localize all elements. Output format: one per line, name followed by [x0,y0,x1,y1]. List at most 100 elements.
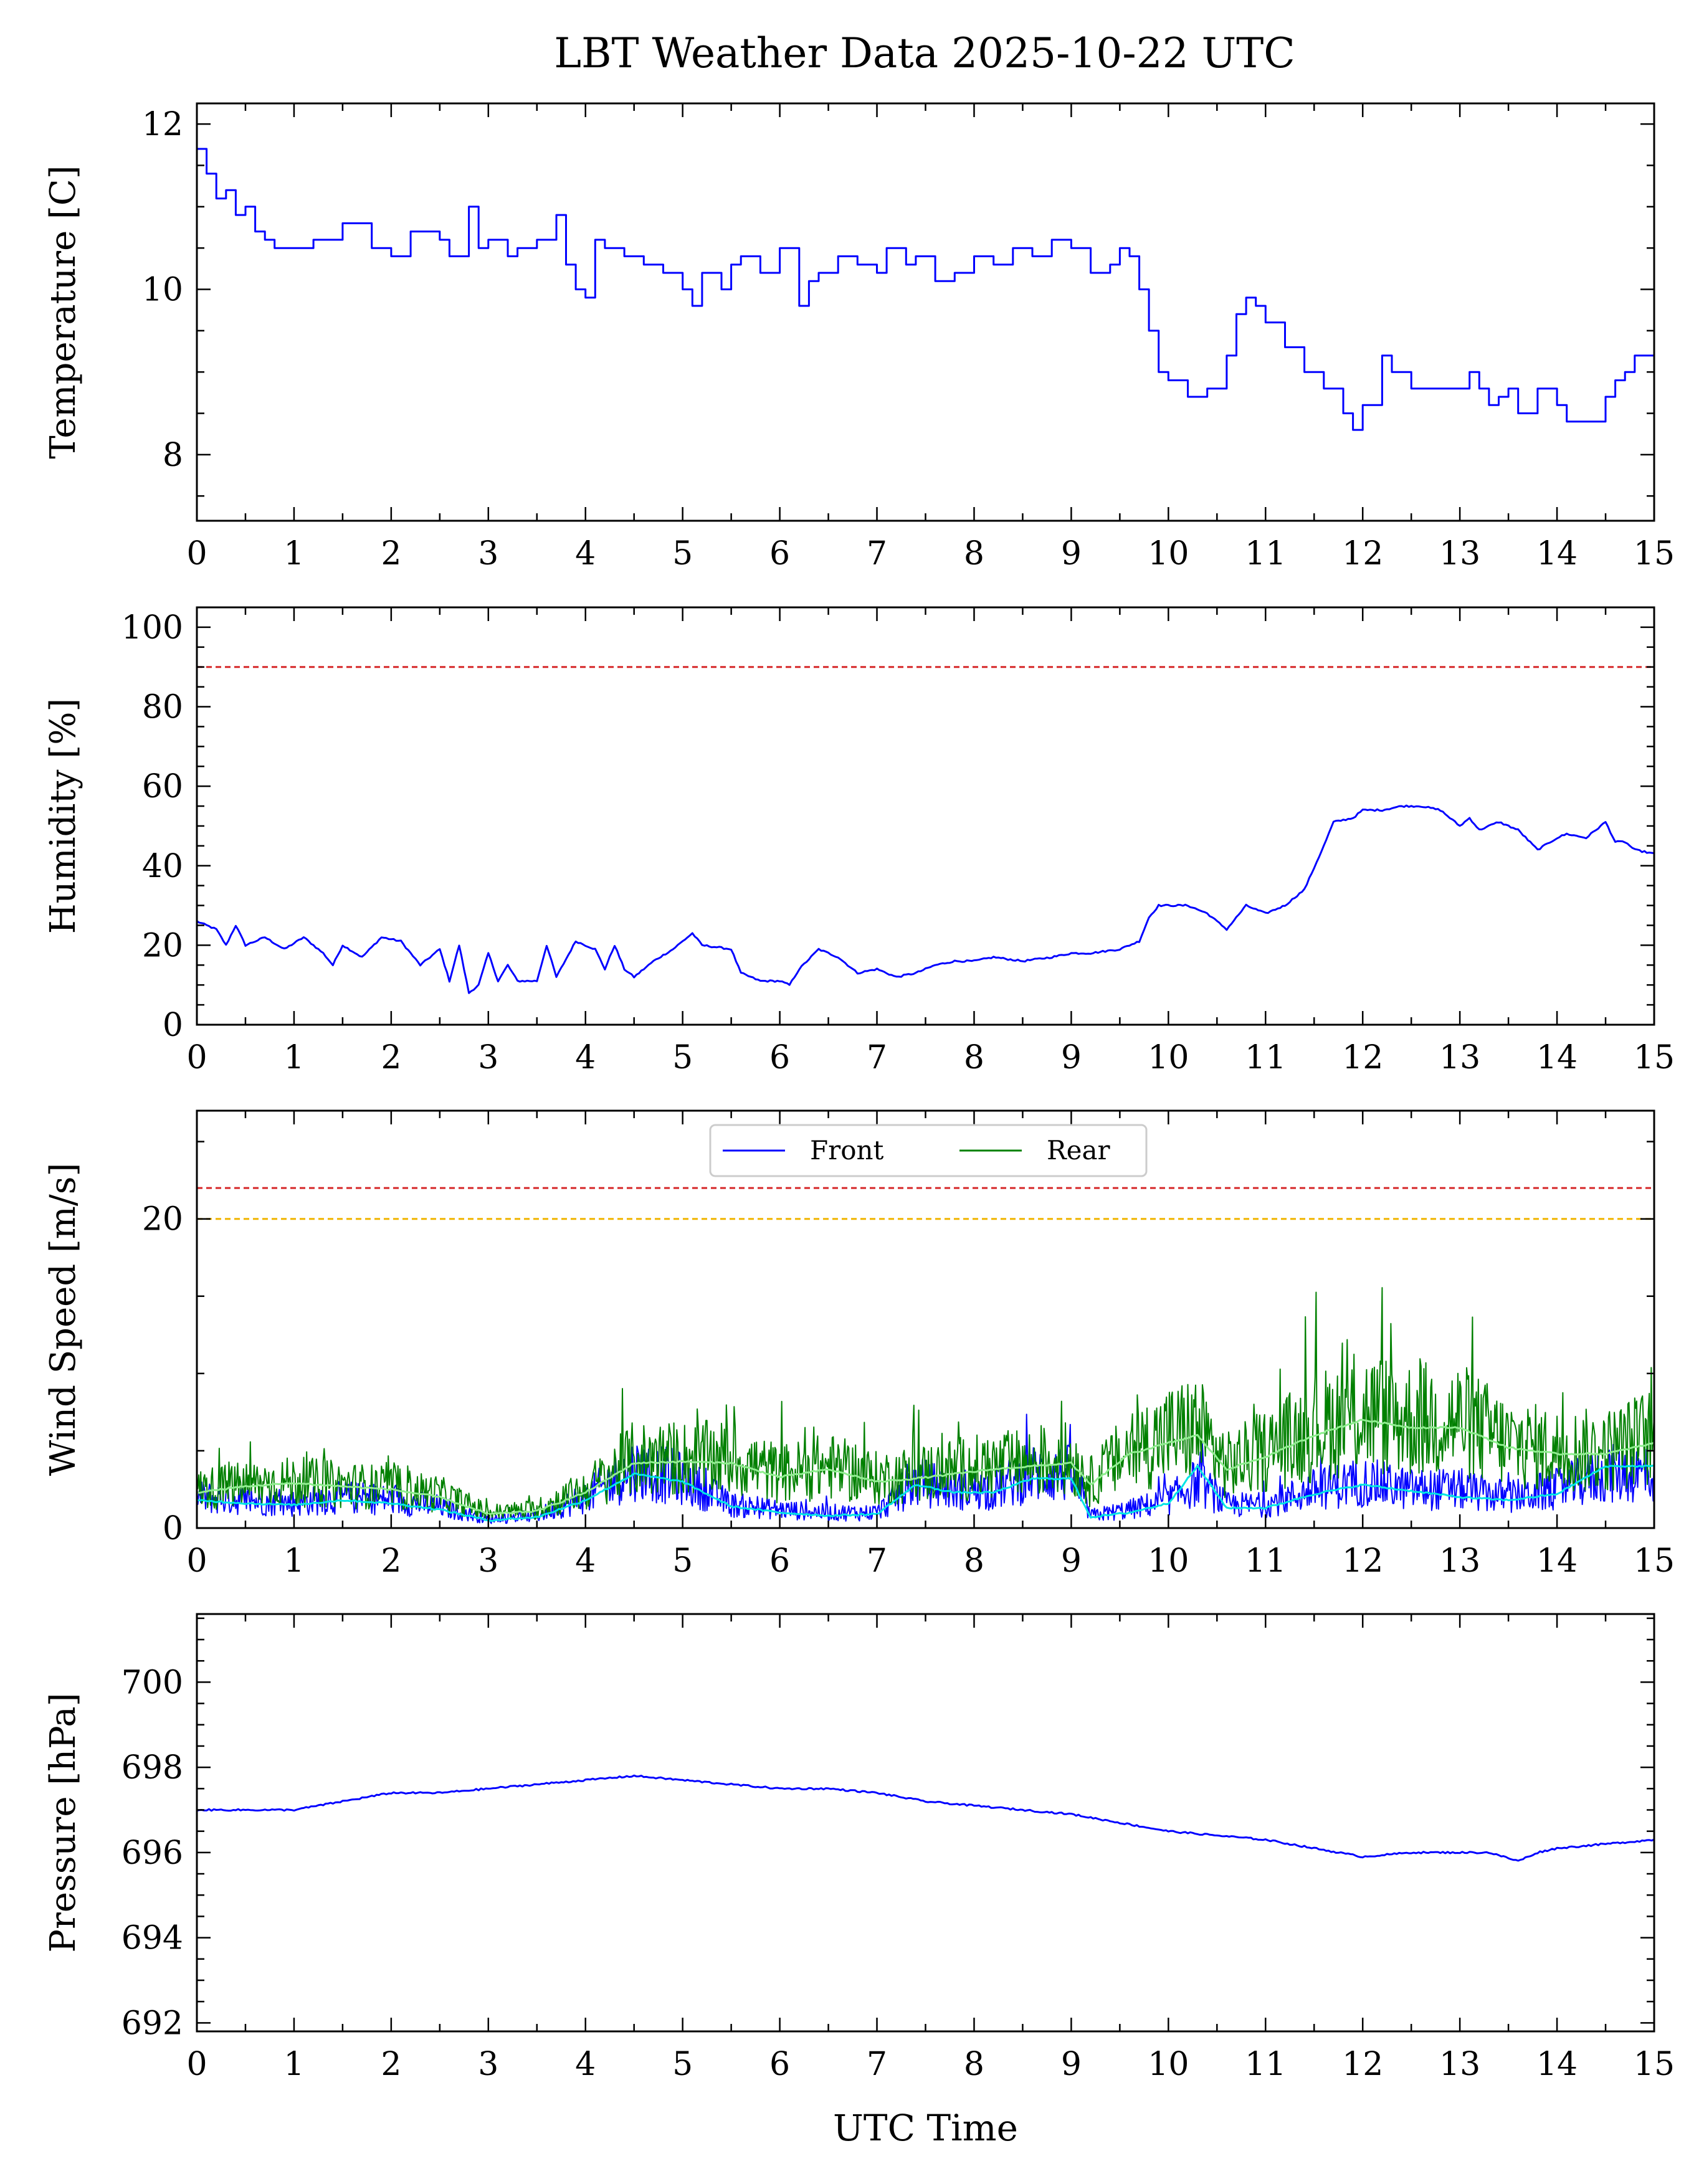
legend-label-rear: Rear [1047,1135,1111,1166]
pressure-xtick-label: 5 [672,2046,693,2083]
temperature-xtick-label: 7 [867,535,887,572]
wind_speed-xtick-label: 3 [478,1542,498,1580]
wind_speed-xtick-label: 5 [672,1542,693,1580]
pressure-xtick-label: 3 [478,2046,498,2083]
wind_speed-series-front-average [197,1465,1654,1522]
temperature-series-temperature [197,148,1654,431]
temperature-xtick-label: 14 [1536,535,1578,572]
pressure-xtick-label: 14 [1536,2046,1578,2083]
wind_speed-xtick-label: 6 [769,1542,790,1580]
wind_speed-xtick-label: 12 [1342,1542,1383,1580]
wind_speed-xtick-label: 9 [1061,1542,1082,1580]
temperature-xtick-label: 0 [186,535,207,572]
humidity-xtick-label: 12 [1342,1039,1383,1076]
temperature-ytick-label: 10 [142,272,183,309]
legend-label-front: Front [810,1135,884,1166]
legend-box [709,1124,1148,1177]
wind_speed-xtick-label: 1 [283,1542,304,1580]
pressure-xtick-label: 9 [1061,2046,1082,2083]
humidity-xtick-label: 4 [575,1039,596,1076]
humidity-xtick-label: 0 [186,1039,207,1076]
wind_speed-xtick-label: 10 [1148,1542,1189,1580]
pressure-xtick-label: 13 [1439,2046,1480,2083]
pressure-series-pressure [197,1774,1654,1862]
wind_speed-series-rear [197,1287,1654,1520]
wind_speed-xtick-label: 11 [1245,1542,1286,1580]
humidity-xtick-label: 15 [1634,1039,1675,1076]
pressure-xtick-label: 1 [283,2046,304,2083]
humidity-xtick-label: 11 [1245,1039,1286,1076]
pressure-xtick-label: 10 [1148,2046,1189,2083]
panel-humidity: 0 1 2 3 4 5 6 7 8 9 10 11 12 13 14 15020406080100Humidi… [43,606,1675,1076]
pressure-axes-frame [196,1613,1655,2033]
pressure-xtick-label: 15 [1634,2046,1675,2083]
pressure-xtick-label: 2 [381,2046,401,2083]
temperature-xtick-label: 4 [575,535,596,572]
humidity-axes-frame [196,606,1655,1026]
temperature-axes-frame [196,102,1655,522]
temperature-xtick-label: 15 [1634,535,1675,572]
wind_speed-xtick-label: 4 [575,1542,596,1580]
temperature-xtick-label: 8 [964,535,984,572]
pressure-ytick-label: 700 [121,1664,183,1701]
humidity-ytick-label: 80 [142,689,183,726]
temperature-xtick-label: 1 [283,535,304,572]
pressure-xtick-label: 8 [964,2046,984,2083]
pressure-xtick-label: 11 [1245,2046,1286,2083]
humidity-xtick-label: 3 [478,1039,498,1076]
pressure-ytick-label: 694 [121,1920,183,1957]
xlabel: UTC Time [833,2107,1018,2149]
temperature-xtick-label: 11 [1245,535,1286,572]
humidity-series-humidity [197,804,1654,994]
temperature-xtick-label: 2 [381,535,401,572]
humidity-xtick-label: 5 [672,1039,693,1076]
wind_speed-plot-area [197,1187,1654,1524]
humidity-ytick-label: 60 [142,768,183,805]
pressure-xtick-label: 12 [1342,2046,1383,2083]
humidity-xtick-label: 10 [1148,1039,1189,1076]
temperature-xtick-label: 3 [478,535,498,572]
humidity-ylabel: Humidity [%] [43,698,83,934]
temperature-ytick-label: 12 [142,106,183,143]
temperature-xtick-label: 6 [769,535,790,572]
wind_speed-ylabel: Wind Speed [m/s] [43,1163,83,1476]
temperature-xtick-label: 12 [1342,535,1383,572]
humidity-xtick-label: 9 [1061,1039,1082,1076]
pressure-ytick-label: 692 [121,2005,183,2042]
humidity-xtick-label: 14 [1536,1039,1578,1076]
pressure-xtick-label: 0 [186,2046,207,2083]
humidity-ytick-label: 0 [163,1007,183,1044]
wind_speed-xtick-label: 14 [1536,1542,1578,1580]
humidity-xtick-label: 1 [283,1039,304,1076]
humidity-xtick-label: 6 [769,1039,790,1076]
wind_speed-series-rear-average [197,1418,1654,1516]
humidity-xtick-label: 13 [1439,1039,1480,1076]
wind_speed-xtick-label: 13 [1439,1542,1480,1580]
pressure-ytick-label: 696 [121,1835,183,1872]
temperature-ytick-label: 8 [163,437,183,474]
panel-pressure: 0 1 2 3 4 5 6 7 8 9 10 11 12 13 14 15692694696698700Pre… [43,1613,1675,2149]
wind_speed-legend: Front Rear [709,1124,1148,1177]
temperature-xtick-label: 5 [672,535,693,572]
chart-title: LBT Weather Data 2025-10-22 UTC [554,29,1295,77]
humidity-xtick-label: 2 [381,1039,401,1076]
temperature-plot-area [197,148,1654,431]
wind_speed-xtick-label: 2 [381,1542,401,1580]
pressure-plot-area [197,1774,1654,1862]
wind_speed-xtick-label: 15 [1634,1542,1675,1580]
temperature-xtick-label: 9 [1061,535,1082,572]
wind_speed-ytick-label: 0 [163,1510,183,1547]
wind_speed-xtick-label: 7 [867,1542,887,1580]
humidity-xtick-label: 7 [867,1039,887,1076]
temperature-xtick-label: 10 [1148,535,1189,572]
temperature-xtick-label: 13 [1439,535,1480,572]
humidity-xtick-label: 8 [964,1039,984,1076]
pressure-ylabel: Pressure [hPa] [43,1693,83,1952]
pressure-xtick-label: 4 [575,2046,596,2083]
humidity-plot-area [197,666,1654,994]
wind_speed-xtick-label: 0 [186,1542,207,1580]
